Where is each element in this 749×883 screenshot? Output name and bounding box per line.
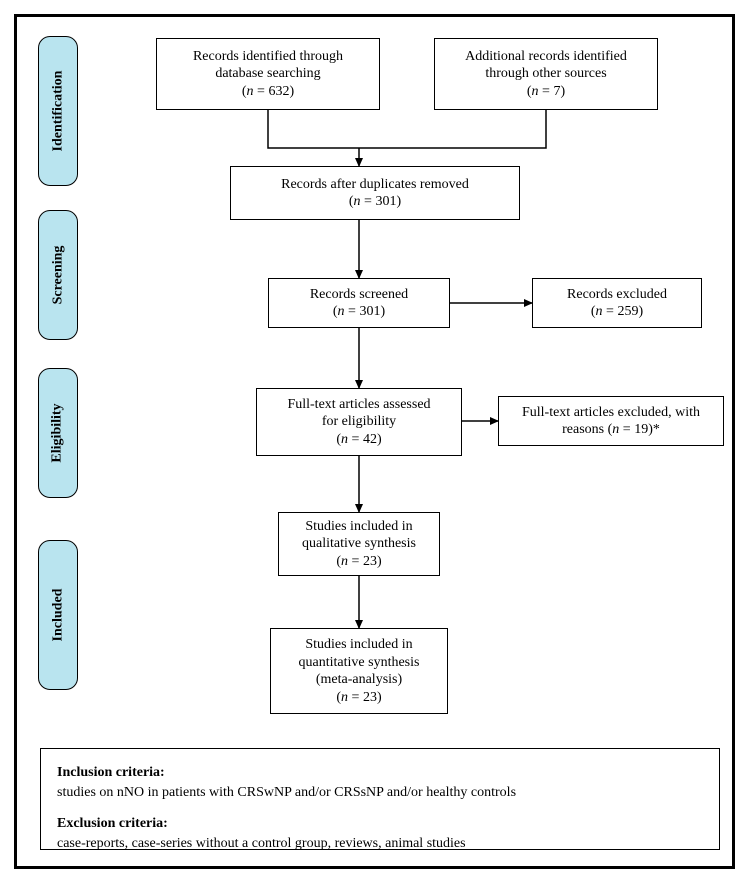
box-line: Studies included in <box>305 518 412 536</box>
box-n: (n = 23) <box>336 553 381 571</box>
box-dedup: Records after duplicates removed (n = 30… <box>230 166 520 220</box>
box-n: (n = 301) <box>333 303 385 321</box>
box-n: reasons (n = 19)* <box>562 421 660 439</box>
inclusion-text: studies on nNO in patients with CRSwNP a… <box>57 783 703 803</box>
box-line: Records excluded <box>567 286 667 304</box>
exclusion-head: Exclusion criteria: <box>57 816 168 831</box>
box-line: Full-text articles assessed <box>287 396 430 414</box>
box-excluded: Records excluded (n = 259) <box>532 278 702 328</box>
stage-eligibility: Eligibility <box>38 368 78 498</box>
box-n: (n = 259) <box>591 303 643 321</box>
box-n: (n = 42) <box>336 431 381 449</box>
box-line: (meta-analysis) <box>316 671 402 689</box>
stage-label: Identification <box>50 71 66 152</box>
box-n: (n = 7) <box>527 83 565 101</box>
box-line: Records after duplicates removed <box>281 176 469 194</box>
exclusion-text: case-reports, case-series without a cont… <box>57 834 703 854</box>
stage-identification: Identification <box>38 36 78 186</box>
box-fulltext: Full-text articles assessed for eligibil… <box>256 388 462 456</box>
inclusion-head: Inclusion criteria: <box>57 765 165 780</box>
stage-label: Included <box>50 589 66 642</box>
stage-label: Screening <box>50 246 66 305</box>
box-n: (n = 632) <box>242 83 294 101</box>
stage-included: Included <box>38 540 78 690</box>
box-line: through other sources <box>485 65 606 83</box>
box-line: Additional records identified <box>465 48 627 66</box>
box-n: (n = 23) <box>336 689 381 707</box>
box-line: Records identified through <box>193 48 343 66</box>
box-line: database searching <box>215 65 320 83</box>
box-quantitative: Studies included in quantitative synthes… <box>270 628 448 714</box>
box-line: Full-text articles excluded, with <box>522 404 700 422</box>
box-records-db: Records identified through database sear… <box>156 38 380 110</box>
box-line: qualitative synthesis <box>302 535 416 553</box>
box-fulltext-excluded: Full-text articles excluded, with reason… <box>498 396 724 446</box>
box-line: for eligibility <box>322 413 396 431</box>
box-records-other: Additional records identified through ot… <box>434 38 658 110</box>
box-qualitative: Studies included in qualitative synthesi… <box>278 512 440 576</box>
box-n: (n = 301) <box>349 193 401 211</box>
box-line: Studies included in <box>305 636 412 654</box>
box-line: quantitative synthesis <box>299 654 420 672</box>
stage-label: Eligibility <box>50 403 66 462</box>
box-screened: Records screened (n = 301) <box>268 278 450 328</box>
stage-screening: Screening <box>38 210 78 340</box>
box-line: Records screened <box>310 286 408 304</box>
criteria-box: Inclusion criteria: studies on nNO in pa… <box>40 748 720 850</box>
